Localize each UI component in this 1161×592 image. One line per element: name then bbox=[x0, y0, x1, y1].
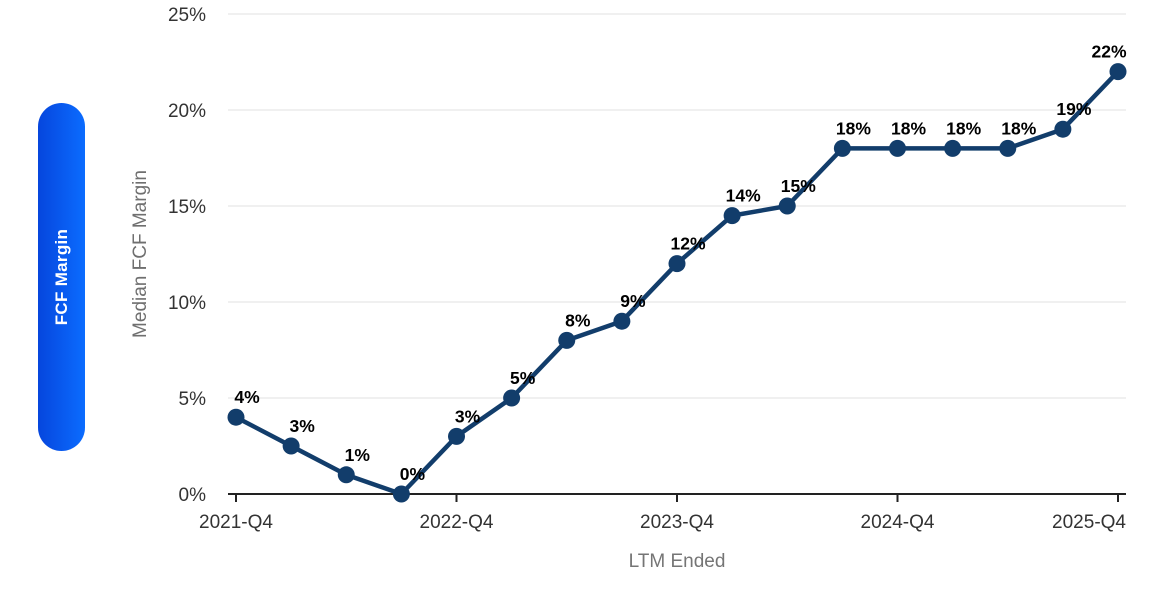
x-tick-label: 2025-Q4 bbox=[1052, 512, 1126, 533]
y-tick-label: 15% bbox=[168, 197, 206, 218]
data-point bbox=[668, 255, 686, 273]
y-tick-label: 0% bbox=[179, 485, 207, 506]
data-point bbox=[448, 427, 465, 445]
data-point-label: 18% bbox=[836, 118, 871, 138]
data-point bbox=[999, 139, 1017, 157]
x-tick-label: 2024-Q4 bbox=[861, 512, 935, 533]
data-point-label: 15% bbox=[781, 176, 816, 196]
x-tick-label: 2021-Q4 bbox=[199, 512, 273, 533]
data-point bbox=[337, 466, 355, 484]
data-point bbox=[613, 312, 631, 330]
data-point-label: 3% bbox=[289, 416, 315, 436]
y-tick-label: 25% bbox=[168, 5, 206, 26]
y-tick-label: 5% bbox=[179, 389, 207, 410]
y-tick-label: 20% bbox=[168, 101, 206, 122]
data-point-label: 3% bbox=[455, 406, 481, 426]
data-point-label: 0% bbox=[400, 464, 426, 484]
fcf-margin-pill-button[interactable]: FCF Margin bbox=[38, 103, 85, 451]
data-point-label: 8% bbox=[565, 310, 591, 330]
y-tick-label: 10% bbox=[168, 293, 206, 314]
data-point bbox=[503, 389, 521, 407]
data-point bbox=[227, 408, 245, 426]
data-point bbox=[778, 197, 796, 215]
data-point bbox=[558, 331, 576, 349]
data-point-label: 14% bbox=[726, 186, 761, 206]
data-point bbox=[1109, 63, 1127, 81]
data-point-label: 12% bbox=[670, 234, 705, 254]
data-point bbox=[833, 139, 851, 157]
x-tick-label: 2023-Q4 bbox=[640, 512, 714, 533]
data-point bbox=[889, 139, 906, 157]
data-point-label: 18% bbox=[1001, 118, 1036, 138]
data-point-label: 22% bbox=[1091, 42, 1126, 62]
data-point-label: 18% bbox=[891, 118, 926, 138]
data-point-label: 18% bbox=[946, 118, 981, 138]
data-point-label: 19% bbox=[1056, 99, 1091, 119]
series-line bbox=[233, 69, 1121, 497]
data-point-label: 9% bbox=[620, 291, 646, 311]
data-point bbox=[1054, 120, 1072, 138]
x-tick-label: 2022-Q4 bbox=[420, 512, 494, 533]
data-point bbox=[392, 485, 410, 503]
data-point-label: 4% bbox=[234, 387, 260, 407]
data-point-label: 5% bbox=[510, 368, 536, 388]
data-point-label: 1% bbox=[345, 445, 371, 465]
data-point bbox=[723, 207, 741, 225]
data-point bbox=[282, 437, 300, 455]
data-point bbox=[944, 139, 962, 157]
